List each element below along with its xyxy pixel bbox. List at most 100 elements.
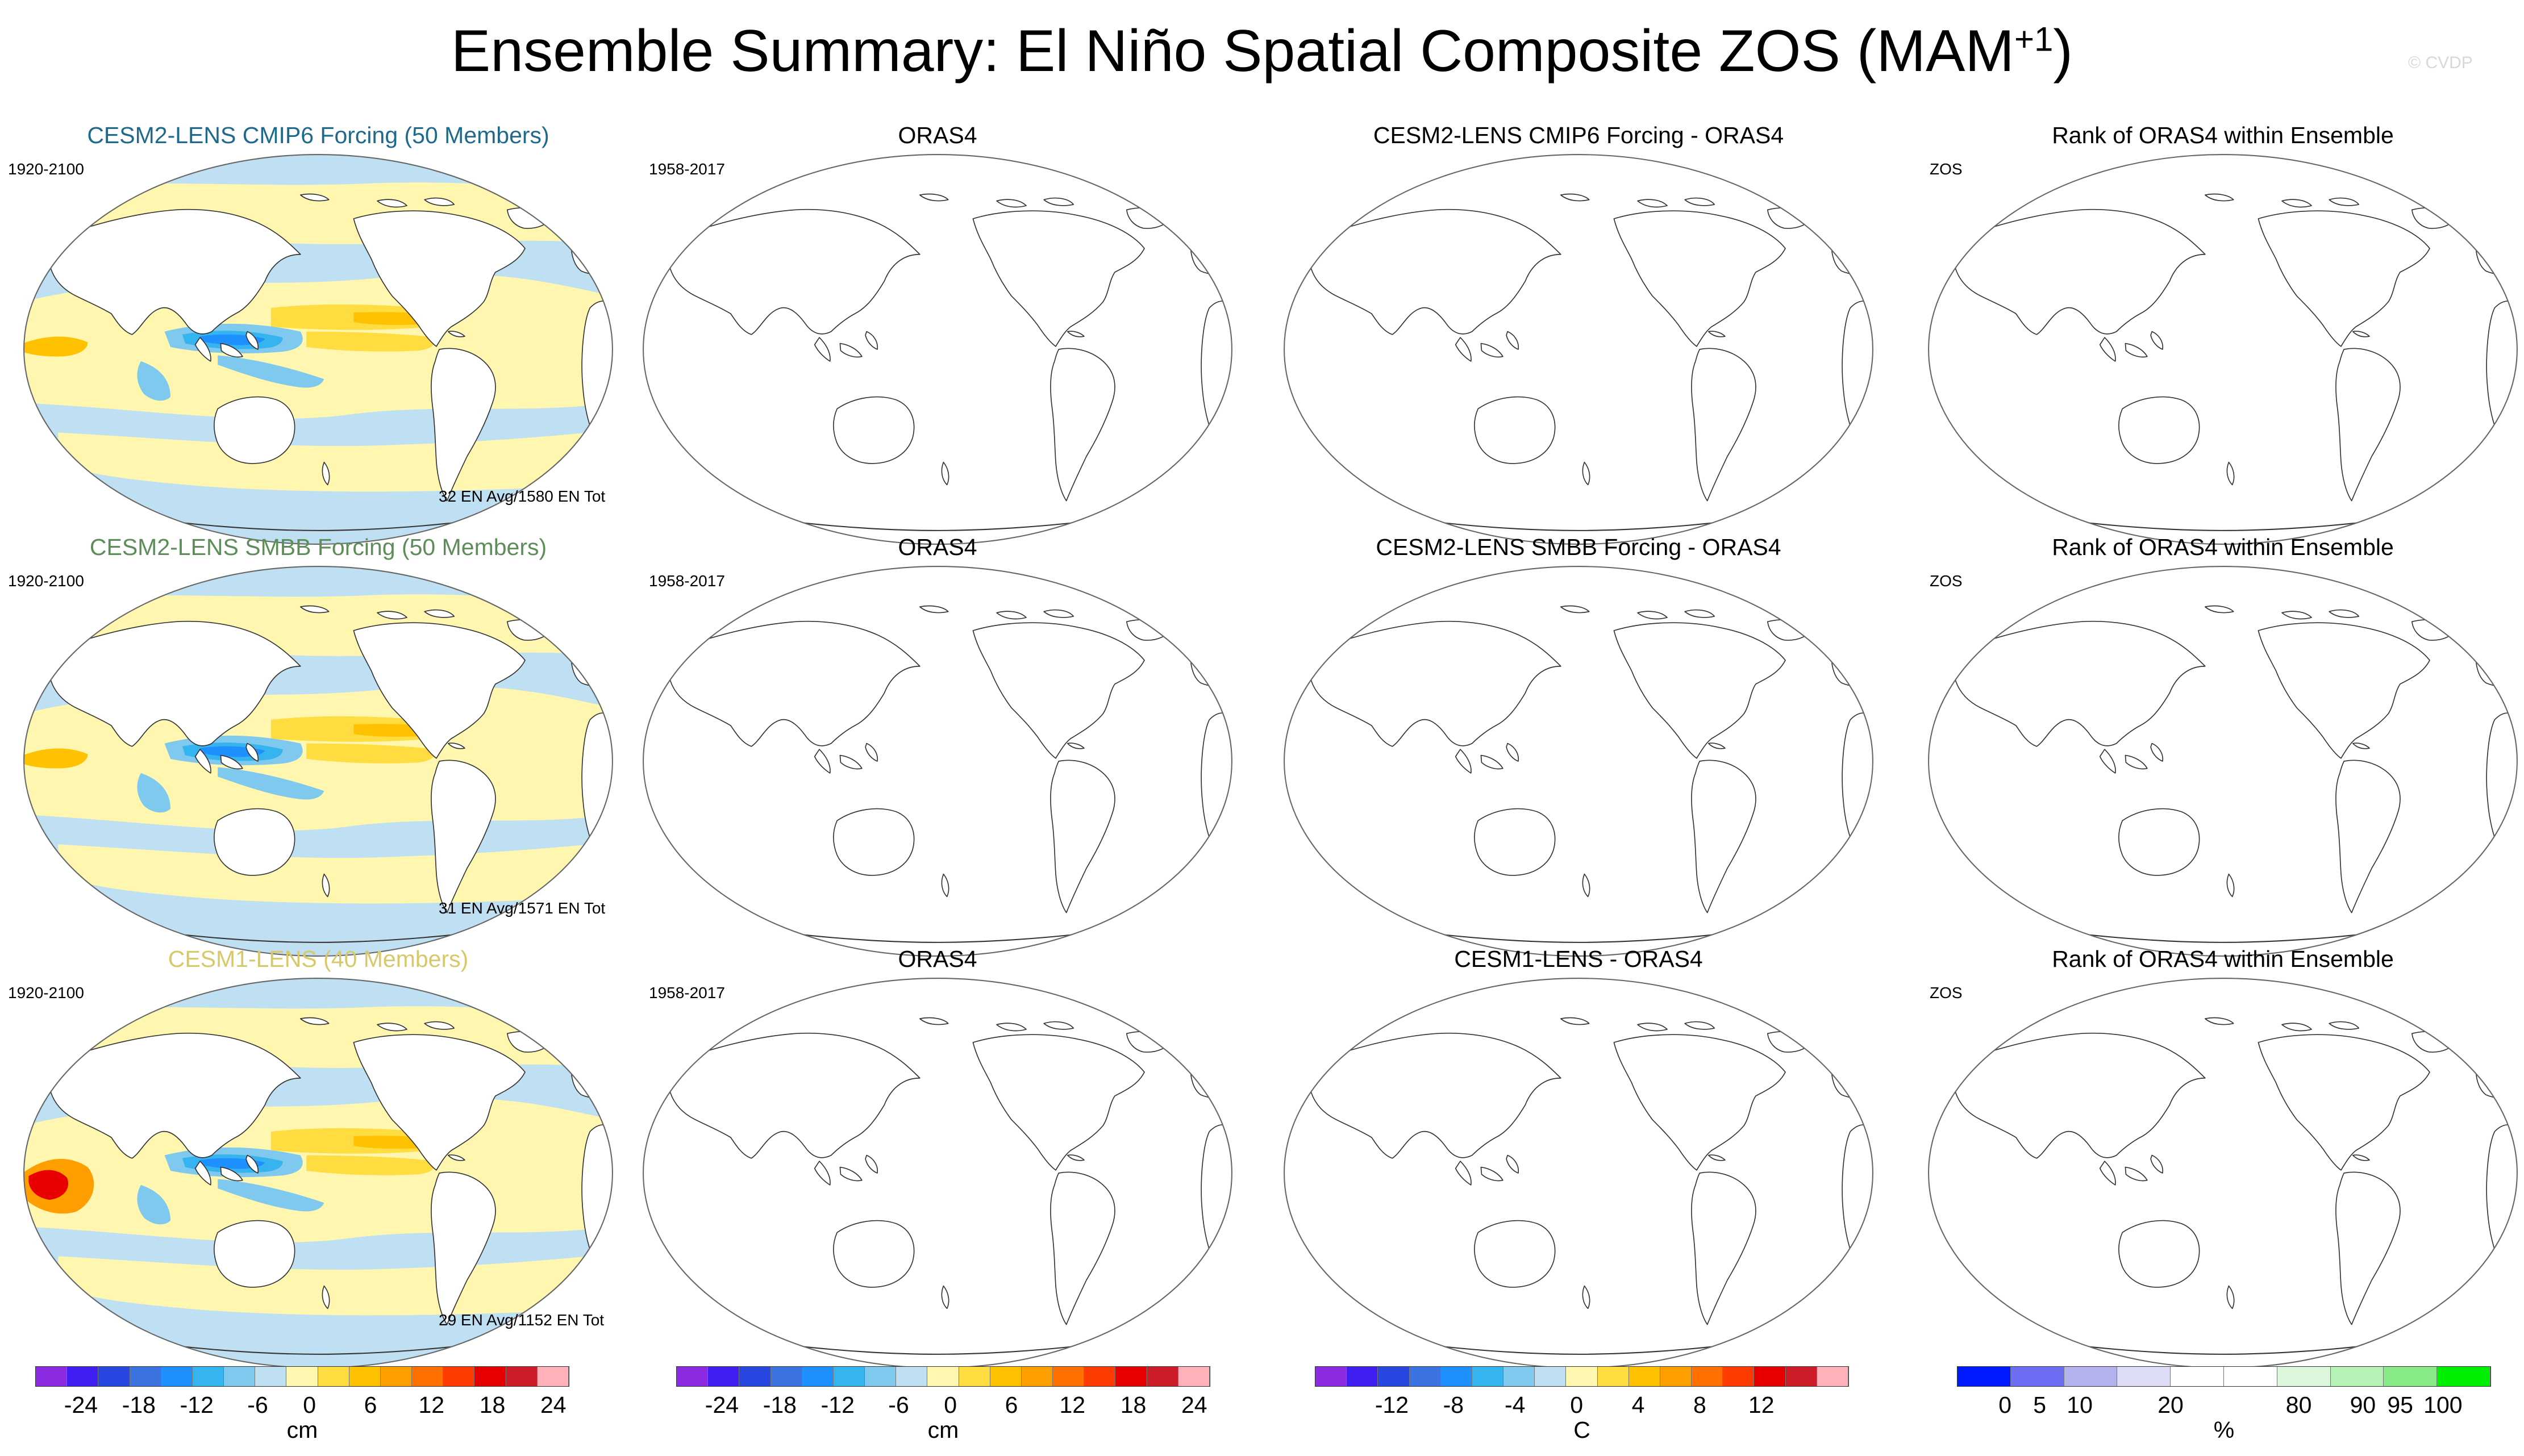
panel-title: Rank of ORAS4 within Ensemble	[2052, 946, 2394, 972]
coastline-seasia	[2099, 742, 2164, 774]
colorbar-swatch	[2330, 1367, 2384, 1386]
coastline-madagascar	[605, 408, 611, 432]
panel-years: 1920-2100	[8, 984, 84, 1002]
colorbar-tick-label: 6	[1005, 1392, 1018, 1418]
coastline-antarctica	[1353, 921, 1804, 943]
coastline-madagascar	[1224, 820, 1230, 844]
map-svg	[1284, 978, 1873, 1369]
map-panel-obs-row-1	[642, 153, 1233, 545]
colorbar-units: cm	[286, 1417, 318, 1443]
colorbar-swatch	[1440, 1367, 1472, 1386]
colorbar-swatch	[1566, 1367, 1598, 1386]
colorbar-tick-label: 8	[1693, 1392, 1706, 1418]
panel-title: Rank of ORAS4 within Ensemble	[2052, 534, 2394, 560]
panel-variable: ZOS	[1930, 572, 1963, 590]
coastline-europe	[1831, 643, 1872, 687]
coastline-samerica	[1691, 1171, 1756, 1325]
colorbar-2	[676, 1366, 1210, 1387]
coastline-madagascar	[1224, 1232, 1230, 1256]
colorbar-tick-label: 6	[364, 1392, 377, 1418]
colorbar-swatch	[1409, 1367, 1441, 1386]
colorbar-swatch	[770, 1367, 802, 1386]
coastline-antarctica	[1998, 921, 2448, 943]
coastline-seasia	[814, 1154, 878, 1186]
coastline-europe	[2475, 231, 2516, 275]
coastline-europe	[1831, 231, 1872, 275]
coastline-namerica	[1613, 210, 1786, 347]
coastline-asia	[669, 1032, 921, 1159]
coastline-nz	[322, 461, 330, 486]
panel-title: CESM2-LENS SMBB Forcing (50 Members)	[89, 534, 547, 560]
coastline-nz	[322, 873, 330, 898]
coastline-madagascar	[1865, 820, 1871, 844]
colorbar-tick-label: 20	[2158, 1392, 2184, 1418]
map-panel-diff-row-2	[1283, 565, 1874, 957]
panel-stats: 31 EN Avg/1571 EN Tot	[439, 899, 606, 917]
map-panel-rank-row-1	[1927, 153, 2518, 545]
coastline-australia	[833, 808, 915, 876]
coastline-australia	[1474, 396, 1556, 464]
colorbar-swatch	[255, 1367, 287, 1386]
map-panel-ens-row-2	[23, 565, 614, 957]
coastline-nz	[2226, 873, 2235, 898]
map-svg	[643, 154, 1232, 545]
colorbar-swatch	[474, 1367, 506, 1386]
coastline-asia	[669, 620, 921, 747]
colorbar-swatch	[1692, 1367, 1723, 1386]
colorbar-swatch	[2277, 1367, 2331, 1386]
colorbar-4	[1957, 1366, 2491, 1387]
coastline-madagascar	[605, 1232, 611, 1256]
indian-cold	[137, 773, 170, 813]
colorbar-swatch	[833, 1367, 865, 1386]
coastline-seasia	[1455, 742, 1519, 774]
colorbar-swatch	[67, 1367, 99, 1386]
colorbar-tick-label: 24	[540, 1392, 567, 1418]
colorbar-swatch	[537, 1367, 569, 1386]
coastline-asia	[669, 208, 921, 335]
warm-tongue-south	[306, 331, 436, 352]
coastline-asia	[1310, 208, 1561, 335]
colorbar-tick-label: 12	[418, 1392, 445, 1418]
panel-stats: 32 EN Avg/1580 EN Tot	[439, 487, 606, 505]
coastline-australia	[214, 1220, 295, 1288]
coastline-antarctica	[713, 509, 1163, 531]
colorbar-tick-label: -18	[763, 1392, 797, 1418]
coastline-madagascar	[1865, 1232, 1871, 1256]
panel-years: 1958-2017	[649, 160, 725, 178]
coastline-seasia	[814, 331, 878, 362]
colorbar-tick-label: 5	[2033, 1392, 2047, 1418]
map-svg	[643, 566, 1232, 957]
coastline-samerica	[431, 1171, 496, 1325]
panel-title: CESM2-LENS CMIP6 Forcing - ORAS4	[1373, 122, 1784, 148]
coastline-nz	[941, 873, 949, 898]
coastline-asia	[49, 1032, 301, 1159]
coastline-arctic-islands	[919, 193, 1074, 208]
coastline-antarctica	[713, 1333, 1163, 1355]
coastline-carib	[1707, 742, 1726, 749]
coastline-madagascar	[605, 820, 611, 844]
watermark: © CVDP	[2408, 53, 2473, 72]
coastline-asia	[1310, 1032, 1561, 1159]
figure-title: Ensemble Summary: El Niño Spatial Compos…	[451, 22, 2073, 81]
coastline-asia	[49, 620, 301, 747]
warm-tongue-south	[306, 743, 436, 764]
coastline-arctic-islands	[299, 605, 455, 620]
coastline-antarctica	[1998, 509, 2448, 531]
coastline-australia	[1474, 1220, 1556, 1288]
coastline-arctic-islands	[299, 1017, 455, 1032]
colorbar-tick-label: 12	[1748, 1392, 1775, 1418]
colorbar-swatch	[2171, 1367, 2224, 1386]
colorbar-swatch	[1315, 1367, 1347, 1386]
coastline-asia	[49, 208, 301, 335]
colorbar-swatch	[1660, 1367, 1692, 1386]
map-border	[1284, 978, 1873, 1369]
coastline-samerica	[2335, 348, 2401, 502]
colorbar-tick-label: -12	[180, 1392, 214, 1418]
coastline-namerica	[972, 622, 1145, 759]
coastline-europe	[2475, 643, 2516, 687]
coastline-namerica	[972, 210, 1145, 347]
colorbar-units: cm	[927, 1417, 959, 1443]
colorbar-swatch	[1347, 1367, 1378, 1386]
coastline-madagascar	[1224, 408, 1230, 432]
